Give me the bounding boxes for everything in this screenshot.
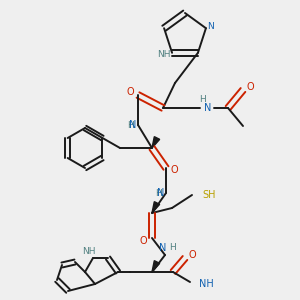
Text: O: O: [126, 87, 134, 97]
Polygon shape: [152, 261, 160, 272]
Polygon shape: [152, 137, 160, 148]
Text: NH: NH: [199, 279, 214, 289]
Text: SH: SH: [202, 190, 215, 200]
Polygon shape: [152, 202, 160, 213]
Text: NH: NH: [157, 50, 171, 59]
Text: O: O: [170, 165, 178, 175]
Text: N: N: [159, 243, 167, 253]
Text: NH: NH: [82, 247, 96, 256]
Text: N: N: [157, 188, 164, 198]
Text: O: O: [188, 250, 196, 260]
Text: O: O: [246, 82, 254, 92]
Text: H: H: [127, 121, 134, 130]
Text: O: O: [139, 236, 147, 246]
Text: H: H: [154, 188, 161, 197]
Text: N: N: [129, 120, 136, 130]
Text: H: H: [169, 244, 176, 253]
Text: H: H: [200, 95, 206, 104]
Text: N: N: [204, 103, 212, 113]
Text: N: N: [208, 22, 214, 31]
